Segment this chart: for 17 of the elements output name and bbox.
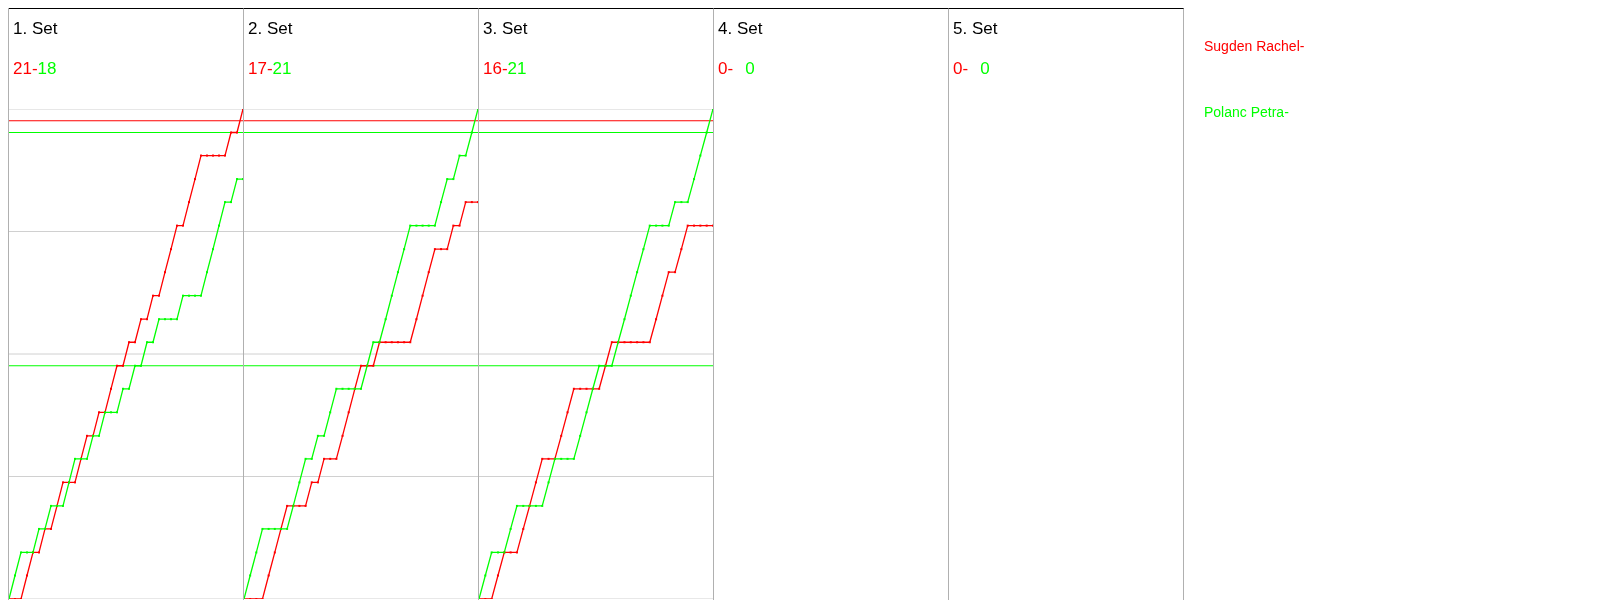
text: 0: [745, 59, 755, 78]
text: 16-: [483, 59, 508, 78]
text: 17-: [248, 59, 273, 78]
text: 18: [37, 59, 57, 78]
text: Polanc Petra-: [1204, 104, 1290, 120]
text: Sugden Rachel-: [1204, 38, 1305, 54]
text: 0: [980, 59, 990, 78]
chart-title: 3. Set: [483, 19, 528, 39]
text: 0-: [718, 59, 734, 78]
text: 21: [272, 59, 292, 78]
text: 5. Set: [953, 19, 998, 39]
text: 21-: [13, 59, 38, 78]
chart-title: 2. Set: [248, 19, 293, 39]
text: 0-: [953, 59, 969, 78]
text: 4. Set: [718, 19, 763, 39]
chart-title: 1. Set: [13, 19, 58, 39]
text: 21: [507, 59, 527, 78]
